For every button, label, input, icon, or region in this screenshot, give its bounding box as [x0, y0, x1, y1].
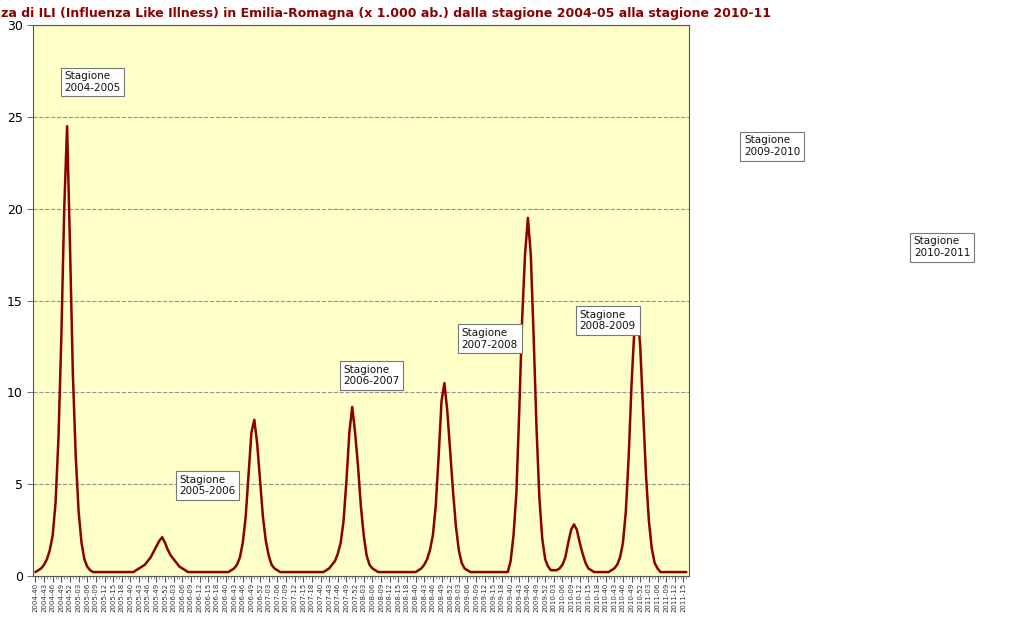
Text: Stagione
2004-2005: Stagione 2004-2005 — [65, 71, 121, 93]
Text: Stagione
2010-2011: Stagione 2010-2011 — [913, 236, 970, 258]
Text: Stagione
2009-2010: Stagione 2009-2010 — [743, 136, 800, 157]
Text: Stagione
2006-2007: Stagione 2006-2007 — [344, 365, 399, 386]
Text: Stagione
2005-2006: Stagione 2005-2006 — [179, 475, 236, 496]
Text: Stagione
2008-2009: Stagione 2008-2009 — [580, 310, 636, 331]
Text: Stagione
2007-2008: Stagione 2007-2008 — [462, 328, 518, 350]
Title: Incidenza di ILI (Influenza Like Illness) in Emilia-Romagna (x 1.000 ab.) dalla : Incidenza di ILI (Influenza Like Illness… — [0, 7, 771, 20]
